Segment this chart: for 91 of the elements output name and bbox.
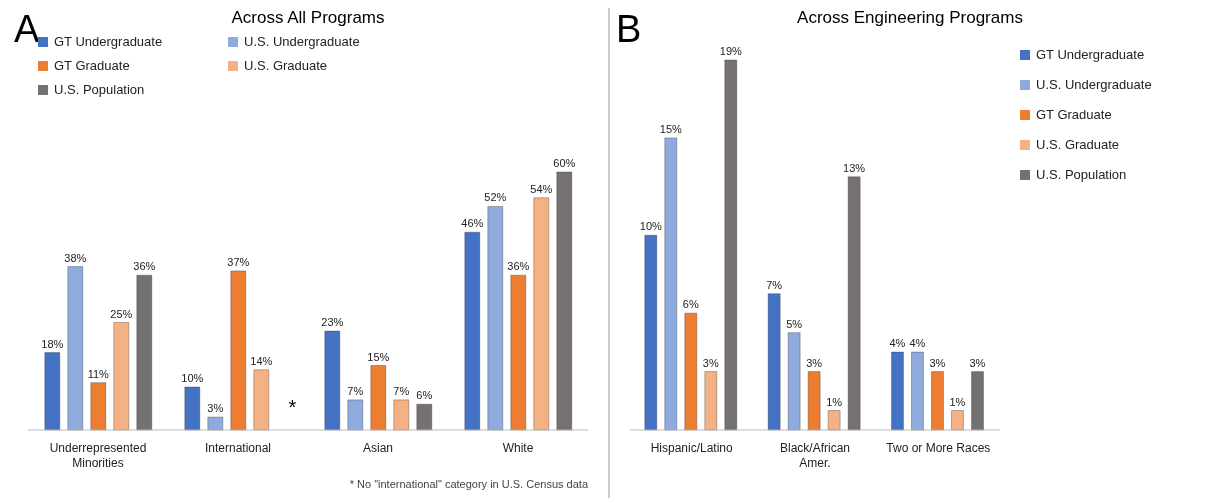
data-label: 4% — [909, 337, 926, 350]
data-label: 6% — [682, 298, 699, 311]
data-label: 38% — [64, 251, 87, 264]
legend-label: GT Undergraduate — [53, 33, 164, 51]
bar — [950, 410, 964, 431]
legend-label: U.S. Graduate — [1035, 136, 1121, 154]
legend-label: GT Undergraduate — [1035, 46, 1146, 64]
bar — [416, 403, 433, 431]
bar — [704, 371, 718, 431]
legend-label: U.S. Undergraduate — [243, 33, 361, 51]
data-label: 37% — [227, 255, 250, 268]
data-label: 5% — [786, 317, 803, 330]
bar — [724, 59, 738, 431]
bar — [930, 371, 944, 431]
annotation: * — [288, 396, 297, 419]
data-label: 10% — [639, 220, 663, 233]
data-label: 14% — [250, 354, 273, 367]
legend-label: U.S. Graduate — [243, 57, 329, 75]
data-label: 13% — [843, 161, 866, 174]
data-label: 18% — [41, 337, 64, 350]
data-label: 3% — [702, 356, 719, 369]
bar — [807, 371, 821, 431]
data-label: 15% — [367, 350, 390, 363]
data-label: 36% — [133, 260, 156, 273]
data-label: 7% — [393, 384, 410, 397]
bar — [767, 293, 781, 431]
bar — [324, 330, 341, 431]
data-label: 7% — [347, 384, 364, 397]
bar — [207, 416, 224, 431]
data-label: 60% — [553, 157, 576, 169]
text: B — [616, 8, 642, 51]
data-label: 1% — [826, 395, 843, 408]
data-label: 19% — [719, 45, 743, 57]
text: A — [14, 8, 40, 51]
data-label: 4% — [889, 337, 906, 350]
data-label: 3% — [969, 356, 986, 369]
data-label: 3% — [806, 356, 823, 369]
bar — [556, 171, 573, 431]
x-tick-label: White — [502, 441, 534, 455]
x-tick-label: Black/African Amer. — [779, 441, 851, 470]
data-label: 25% — [110, 307, 133, 320]
bar — [890, 351, 904, 431]
x-tick-label: Two or More Races — [886, 441, 991, 455]
data-label: 1% — [949, 395, 966, 408]
legend-label: U.S. Population — [1035, 166, 1128, 184]
bar — [253, 369, 270, 431]
bar — [136, 274, 153, 431]
bar — [487, 205, 504, 431]
bar — [67, 266, 84, 431]
data-label: 23% — [321, 316, 344, 329]
data-label: 10% — [181, 372, 204, 384]
data-label: 52% — [484, 191, 507, 204]
bar — [644, 234, 658, 431]
data-label: 15% — [659, 122, 683, 135]
bar — [684, 312, 698, 431]
bar — [827, 410, 841, 431]
data-label: 54% — [530, 182, 553, 195]
x-tick-label: International — [204, 441, 272, 455]
bar — [184, 386, 201, 431]
bar — [664, 137, 678, 431]
data-label: 3% — [207, 402, 224, 415]
bar — [847, 176, 861, 431]
x-tick-label: Underrepresented Minorities — [49, 441, 147, 470]
bar — [44, 352, 61, 431]
bar — [533, 197, 550, 431]
chart-title: Across Engineering Programs — [797, 8, 1023, 27]
data-label: 3% — [929, 356, 946, 369]
chart-title: Across All Programs — [231, 8, 385, 27]
bar — [464, 231, 481, 431]
legend-label: U.S. Undergraduate — [1035, 76, 1153, 94]
bar — [787, 332, 801, 431]
bar — [113, 322, 130, 431]
x-tick-label: Hispanic/Latino — [650, 441, 734, 455]
bar — [230, 270, 247, 431]
data-label: 11% — [87, 367, 110, 380]
bar — [347, 399, 364, 431]
legend-label: GT Graduate — [1035, 106, 1113, 124]
bar — [90, 382, 107, 431]
bar — [510, 274, 527, 431]
bar — [910, 351, 924, 431]
legend-label: GT Graduate — [53, 57, 131, 75]
data-label: 46% — [461, 217, 484, 230]
data-label: 6% — [416, 389, 433, 402]
data-label: 7% — [766, 278, 783, 291]
text: * No "international" category in U.S. Census data — [349, 478, 588, 490]
x-tick-label: Asian — [362, 441, 394, 455]
data-label: 36% — [507, 260, 530, 273]
bar — [370, 365, 387, 431]
bar — [393, 399, 410, 431]
bar — [970, 371, 984, 431]
legend-label: U.S. Population — [53, 81, 146, 99]
